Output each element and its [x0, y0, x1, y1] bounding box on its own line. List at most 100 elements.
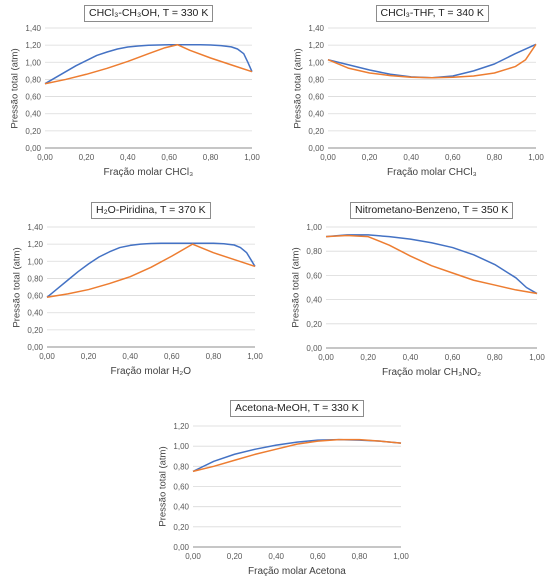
y-tick-label: 0,20	[306, 320, 322, 329]
y-tick-label: 1,00	[308, 58, 324, 67]
x-tick-label: 1,00	[528, 153, 544, 162]
x-tick-label: 0,00	[185, 552, 201, 561]
chart-title: H₂O-Piridina, T = 370 K	[91, 202, 211, 219]
x-axis-label: Fração molar CH₃NO₂	[382, 367, 482, 378]
x-tick-label: 1,00	[393, 552, 409, 561]
y-tick-label: 0,40	[27, 309, 43, 318]
y-tick-label: 0,00	[27, 343, 43, 352]
series-line-blue	[327, 43, 537, 79]
y-axis-label: Pressão total (atm)	[292, 47, 304, 129]
series-line-blue	[46, 242, 256, 298]
chart-panel-h2o-piridina: H₂O-Piridina, T = 370 K 0,00 0,20 0,40 0,60 0…	[0, 197, 270, 387]
y-tick-label: 1,00	[306, 223, 322, 232]
y-tick-label: 1,20	[308, 41, 324, 50]
chart-svg: 0,00 0,20 0,40 0,60 0,80 1,00 0,00 0,20 0,40 0,60…	[306, 223, 545, 362]
y-tick-label: 0,40	[308, 110, 324, 119]
x-tick-label: 0,80	[203, 153, 219, 162]
y-tick-label: 0,00	[308, 144, 324, 153]
series-line-orange	[192, 438, 402, 473]
x-tick-label: 0,80	[352, 552, 368, 561]
y-tick-label: 0,00	[173, 543, 189, 552]
x-tick-label: 0,80	[206, 352, 222, 361]
x-tick-label: 0,40	[403, 353, 419, 362]
y-tick-label: 0,40	[25, 110, 41, 119]
x-tick-label: 0,00	[320, 153, 336, 162]
y-axis-label: Pressão total (atm)	[157, 446, 169, 527]
y-tick-label: 1,20	[173, 422, 189, 431]
x-tick-label: 1,00	[247, 352, 263, 361]
series-line-blue	[325, 234, 538, 295]
chart-svg: 0,00 0,20 0,40 0,60 0,80 1,00 1,20 1,40 0,00 0,20…	[27, 223, 263, 361]
chart-svg: 0,00 0,20 0,40 0,60 0,80 1,00 1,20 0,00 0,20 0,40…	[173, 422, 409, 561]
y-tick-label: 0,00	[25, 144, 41, 153]
chart-title: Nitrometano-Benzeno, T = 350 K	[350, 202, 514, 219]
y-tick-label: 1,40	[27, 223, 43, 232]
series-line-orange	[46, 243, 256, 299]
y-tick-label: 0,80	[306, 247, 322, 256]
series-line-orange	[325, 234, 538, 295]
chart-title: Acetona-MeOH, T = 330 K	[230, 400, 364, 417]
y-tick-label: 1,00	[173, 442, 189, 451]
y-tick-label: 0,40	[306, 296, 322, 305]
y-tick-label: 0,60	[173, 483, 189, 492]
x-tick-label: 0,20	[360, 353, 376, 362]
x-tick-label: 0,40	[122, 352, 138, 361]
x-tick-label: 1,00	[529, 353, 545, 362]
series-line-blue	[44, 43, 253, 85]
x-tick-label: 0,80	[487, 153, 503, 162]
x-tick-label: 0,00	[318, 353, 334, 362]
y-tick-label: 0,40	[173, 503, 189, 512]
chart-title: CHCl₃-CH₃OH, T = 330 K	[84, 5, 214, 22]
x-tick-label: 0,20	[227, 552, 243, 561]
y-axis-label: Pressão total (atm)	[11, 246, 23, 328]
y-tick-label: 0,60	[308, 93, 324, 102]
y-tick-label: 1,20	[27, 240, 43, 249]
x-tick-label: 0,80	[487, 353, 503, 362]
y-tick-label: 0,20	[173, 523, 189, 532]
chart-svg: 0,00 0,20 0,40 0,60 0,80 1,00 1,20 1,40 0,00 0,20…	[308, 24, 544, 162]
chart-title: CHCl₃-THF, T = 340 K	[375, 5, 489, 22]
chart-panel-chcl3-thf: CHCl₃-THF, T = 340 K 0,00 0,20 0,40 0,60 0,80…	[285, 0, 550, 190]
y-tick-label: 0,80	[173, 462, 189, 471]
x-axis-label: Fração molar CHCl₃	[103, 167, 194, 178]
chart-svg: 0,00 0,20 0,40 0,60 0,80 1,00 1,20 1,40 0,00 0,20…	[25, 24, 260, 162]
y-tick-label: 0,80	[308, 75, 324, 84]
x-tick-label: 0,20	[362, 153, 378, 162]
x-axis-label: Fração molar CHCl₃	[387, 167, 477, 178]
x-tick-label: 0,60	[164, 352, 180, 361]
x-tick-label: 0,40	[268, 552, 284, 561]
y-tick-label: 0,20	[308, 127, 324, 136]
y-tick-label: 0,60	[27, 292, 43, 301]
x-tick-label: 0,60	[161, 153, 177, 162]
x-tick-label: 0,20	[81, 352, 97, 361]
y-tick-label: 1,40	[308, 24, 324, 33]
series-line-orange	[327, 43, 537, 79]
chart-panel-acetona-meoh: Acetona-MeOH, T = 330 K 0,00 0,20 0,40 0,60 0…	[150, 395, 420, 585]
x-tick-label: 0,40	[120, 153, 136, 162]
chart-panel-nitrometano-benzeno: Nitrometano-Benzeno, T = 350 K 0,00 0,20 0,…	[285, 197, 550, 387]
y-axis-label: Pressão total (atm)	[290, 247, 302, 328]
x-axis-label: Fração molar Acetona	[248, 566, 346, 577]
x-tick-label: 1,00	[244, 153, 260, 162]
x-tick-label: 0,40	[403, 153, 419, 162]
y-tick-label: 0,20	[27, 326, 43, 335]
x-tick-label: 0,00	[39, 352, 55, 361]
y-tick-label: 0,80	[25, 75, 41, 84]
y-tick-label: 0,60	[25, 93, 41, 102]
y-tick-label: 1,00	[27, 257, 43, 266]
y-tick-label: 0,80	[27, 274, 43, 283]
y-tick-label: 1,40	[25, 24, 41, 33]
chart-panel-chcl3-ch3oh: CHCl₃-CH₃OH, T = 330 K 0,00 0,20 0,40 0,60 0,…	[0, 0, 270, 190]
y-tick-label: 0,00	[306, 344, 322, 353]
x-tick-label: 0,60	[445, 153, 461, 162]
y-tick-label: 1,20	[25, 41, 41, 50]
y-tick-label: 1,00	[25, 58, 41, 67]
x-tick-label: 0,60	[310, 552, 326, 561]
y-axis-label: Pressão total (atm)	[9, 47, 21, 129]
x-tick-label: 0,60	[445, 353, 461, 362]
series-line-orange	[44, 43, 253, 85]
x-axis-label: Fração molar H₂O	[110, 366, 192, 377]
y-tick-label: 0,20	[25, 127, 41, 136]
y-tick-label: 0,60	[306, 271, 322, 280]
x-tick-label: 0,00	[37, 153, 53, 162]
